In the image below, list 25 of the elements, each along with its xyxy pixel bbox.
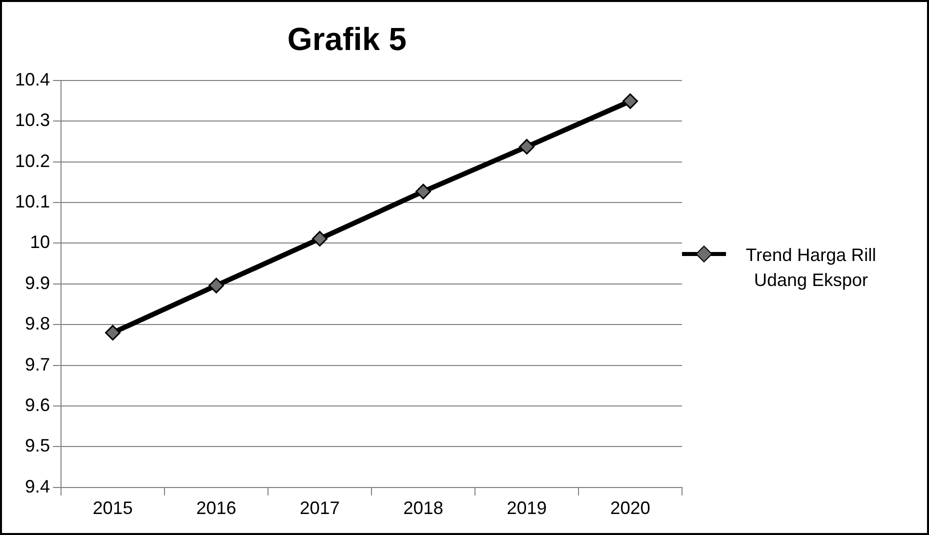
x-tick-label: 2019 [506,498,547,518]
y-tick-label: 9.8 [25,314,50,334]
point [208,278,224,294]
chart-title: Grafik 5 [287,21,407,58]
y-tick-label: 9.5 [25,436,50,456]
x-tick-label: 2020 [610,498,650,518]
y-tick-label: 10 [30,232,50,252]
y-tick-label: 10.2 [14,150,50,171]
point [519,138,535,154]
y-tick-label: 10.3 [14,110,50,130]
point [622,93,638,109]
legend-label: Trend Harga Rill Udang Ekspor [744,244,878,292]
y-tick-label: 9.7 [25,354,50,374]
y-tick-label: 10.1 [14,191,50,212]
y-tick-label: 10.4 [14,69,50,90]
y-tick-label: 9.9 [25,272,50,293]
point [105,324,121,340]
point [312,230,328,246]
y-tick-label: 9.4 [25,476,50,496]
x-tick-label: 2018 [403,498,444,518]
point [416,184,432,200]
x-tick-label: 2016 [196,498,236,518]
x-tick-label: 2017 [300,498,340,518]
y-tick-label: 9.6 [25,394,50,415]
x-tick-label: 2015 [92,498,133,518]
